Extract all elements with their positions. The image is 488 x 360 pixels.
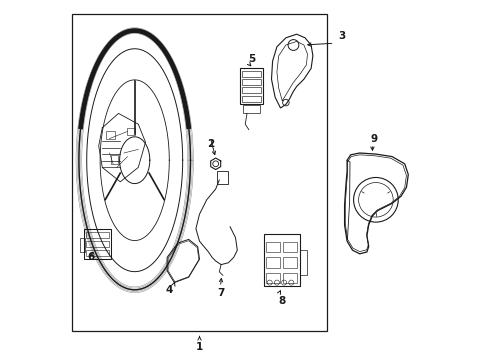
Text: 5: 5: [247, 54, 255, 64]
Bar: [127, 128, 134, 135]
Bar: [265, 273, 279, 283]
Text: 7: 7: [217, 288, 224, 298]
Text: 2: 2: [206, 139, 213, 149]
Text: 6: 6: [88, 252, 95, 262]
Bar: [86, 250, 109, 256]
Bar: [80, 238, 84, 252]
Bar: [239, 68, 263, 104]
Bar: [72, 14, 326, 331]
Bar: [84, 229, 111, 259]
Bar: [283, 257, 296, 268]
Text: 8: 8: [278, 296, 285, 306]
Bar: [86, 232, 109, 238]
Bar: [111, 155, 118, 164]
Bar: [241, 96, 261, 102]
Bar: [283, 273, 296, 283]
Text: 4: 4: [165, 285, 172, 295]
Text: 1: 1: [196, 342, 203, 352]
Bar: [265, 257, 279, 268]
Bar: [86, 241, 109, 247]
Bar: [241, 87, 261, 93]
Bar: [265, 242, 279, 252]
Bar: [241, 79, 261, 85]
Bar: [241, 71, 261, 77]
Bar: [243, 105, 259, 113]
Bar: [283, 242, 296, 252]
Text: 9: 9: [370, 134, 377, 144]
Bar: [106, 131, 115, 139]
Bar: [264, 234, 300, 286]
Bar: [300, 250, 306, 275]
Bar: [217, 171, 228, 184]
Text: 3: 3: [337, 31, 345, 41]
